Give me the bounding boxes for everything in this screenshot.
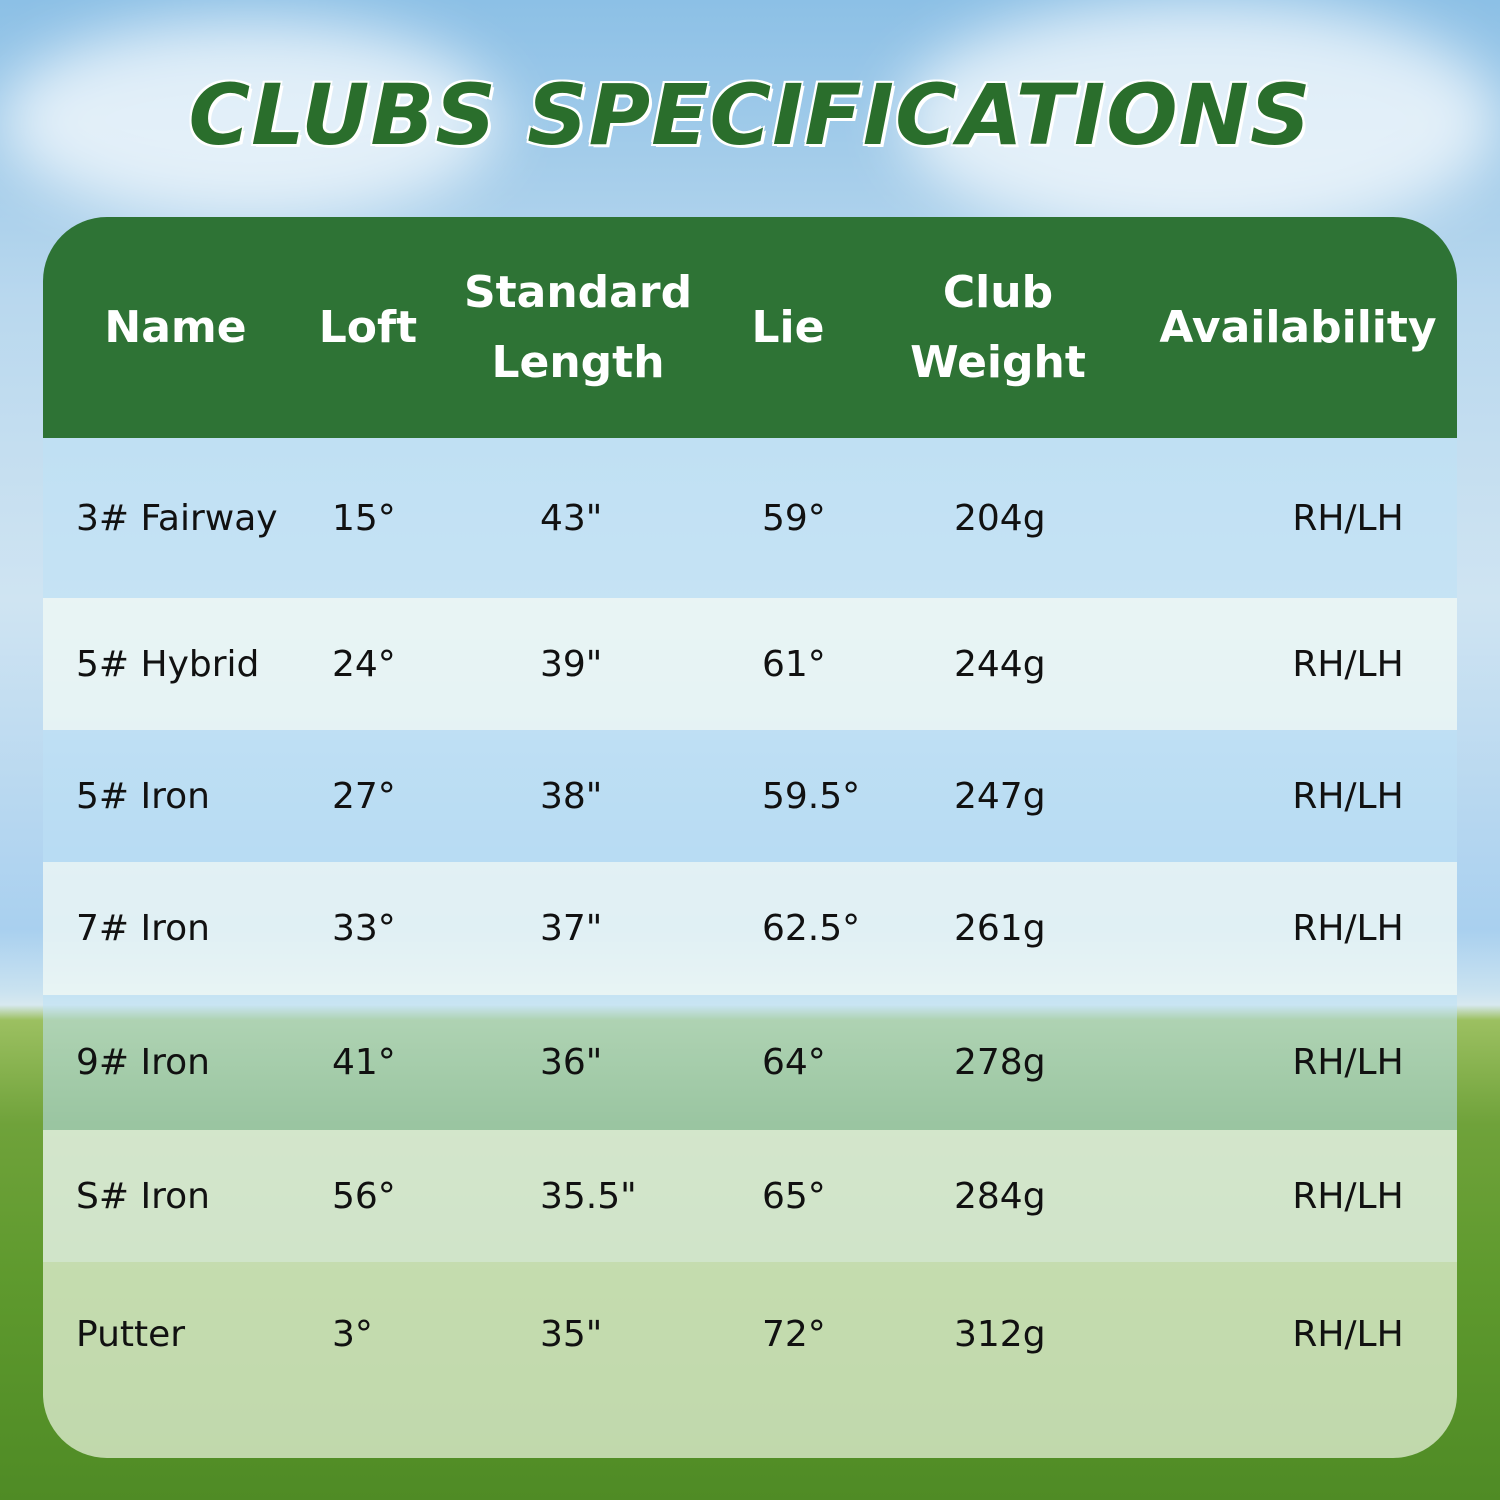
table-cell: 56° — [332, 1175, 396, 1217]
cloud — [900, 0, 1500, 240]
specs-table: Name Loft Standard Length Lie Club Weigh… — [43, 217, 1457, 1458]
table-cell: 5# Iron — [76, 775, 210, 817]
table-cell: 261g — [954, 908, 1046, 949]
header-name: Name — [104, 301, 247, 353]
table-cell: 244g — [954, 643, 1046, 685]
table-cell: 247g — [954, 775, 1046, 817]
table-cell: 72° — [762, 1314, 826, 1355]
table-row: 5# Hybrid 24° 39" 61° 244g RH/LH — [43, 598, 1457, 730]
table-cell: 27° — [332, 775, 396, 817]
table-cell: 37" — [540, 908, 603, 949]
table-cell: 41° — [332, 1042, 396, 1083]
table-row: 9# Iron 41° 36" 64° 278g RH/LH — [43, 995, 1457, 1130]
table-cell: 24° — [332, 643, 396, 685]
table-cell: 15° — [332, 497, 396, 539]
header-weight: Club Weight — [910, 266, 1086, 388]
table-row: 5# Iron 27° 38" 59.5° 247g RH/LH — [43, 730, 1457, 862]
header-loft: Loft — [318, 301, 418, 353]
table-cell: RH/LH — [1292, 643, 1404, 685]
table-cell: 59° — [762, 497, 826, 539]
table-cell: 3# Fairway — [76, 497, 278, 539]
table-cell: 7# Iron — [76, 908, 210, 949]
cloud — [0, 20, 500, 220]
table-cell: 59.5° — [762, 775, 861, 817]
table-cell: RH/LH — [1292, 1314, 1404, 1355]
table-cell: 62.5° — [762, 908, 861, 949]
table-cell: RH/LH — [1292, 1042, 1404, 1083]
table-cell: 35" — [540, 1314, 603, 1355]
table-cell: 43" — [540, 497, 603, 539]
table-row: 3# Fairway 15° 43" 59° 204g RH/LH — [43, 438, 1457, 598]
table-cell: 278g — [954, 1042, 1046, 1083]
page-title: CLUBS SPECIFICATIONS — [188, 66, 1312, 164]
table-row: 7# Iron 33° 37" 62.5° 261g RH/LH — [43, 862, 1457, 995]
table-cell: 64° — [762, 1042, 826, 1083]
table-cell: RH/LH — [1292, 775, 1404, 817]
table-cell: 35.5" — [540, 1175, 637, 1217]
table-row: Putter 3° 35" 72° 312g RH/LH — [43, 1262, 1457, 1458]
table-cell: 39" — [540, 643, 603, 685]
table-cell: 284g — [954, 1175, 1046, 1217]
table-cell: Putter — [76, 1314, 186, 1355]
table-row: S# Iron 56° 35.5" 65° 284g RH/LH — [43, 1130, 1457, 1262]
table-cell: 204g — [954, 497, 1046, 539]
table-cell: 3° — [332, 1314, 373, 1355]
table-cell: 33° — [332, 908, 396, 949]
table-cell: 61° — [762, 643, 826, 685]
table-cell: 312g — [954, 1314, 1046, 1355]
table-cell: 36" — [540, 1042, 603, 1083]
table-cell: 5# Hybrid — [76, 643, 260, 685]
table-cell: RH/LH — [1292, 497, 1404, 539]
header-length: Standard Length — [463, 266, 693, 388]
table-cell: S# Iron — [76, 1175, 210, 1217]
table-header: Name Loft Standard Length Lie Club Weigh… — [43, 217, 1457, 438]
header-lie: Lie — [751, 301, 825, 353]
header-availability: Availability — [1159, 301, 1437, 353]
table-cell: 9# Iron — [76, 1042, 210, 1083]
table-cell: 65° — [762, 1175, 826, 1217]
table-cell: 38" — [540, 775, 603, 817]
table-cell: RH/LH — [1292, 908, 1404, 949]
table-cell: RH/LH — [1292, 1175, 1404, 1217]
